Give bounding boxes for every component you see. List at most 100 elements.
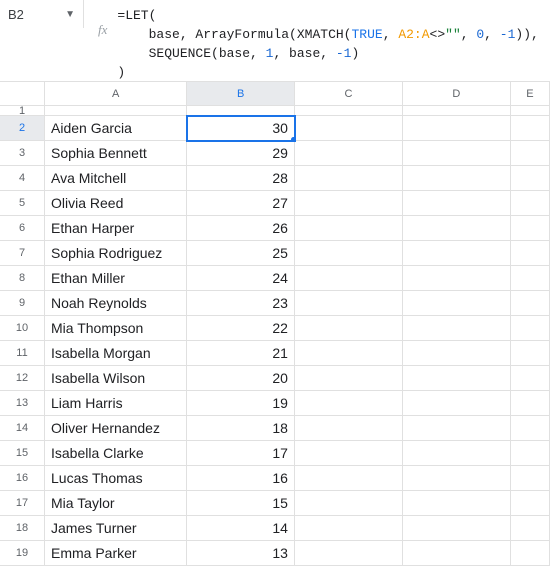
fill-handle[interactable] bbox=[290, 136, 295, 141]
cell[interactable] bbox=[403, 391, 511, 416]
cell[interactable]: 22 bbox=[187, 316, 295, 341]
row-header[interactable]: 13 bbox=[0, 391, 45, 416]
row-header[interactable]: 14 bbox=[0, 416, 45, 441]
cell[interactable] bbox=[295, 266, 403, 291]
col-header-E[interactable]: E bbox=[511, 82, 550, 105]
cell[interactable] bbox=[295, 366, 403, 391]
cell[interactable] bbox=[295, 116, 403, 141]
cell[interactable]: 21 bbox=[187, 341, 295, 366]
row-header[interactable]: 7 bbox=[0, 241, 45, 266]
cell[interactable] bbox=[511, 241, 550, 266]
cell[interactable]: Oliver Hernandez bbox=[45, 416, 187, 441]
cell[interactable]: 24 bbox=[187, 266, 295, 291]
cell[interactable]: Mia Thompson bbox=[45, 316, 187, 341]
cell[interactable] bbox=[511, 366, 550, 391]
cell[interactable] bbox=[45, 106, 187, 116]
cell[interactable] bbox=[295, 141, 403, 166]
cell[interactable] bbox=[295, 241, 403, 266]
cell[interactable]: 13 bbox=[187, 541, 295, 566]
row-header[interactable]: 11 bbox=[0, 341, 45, 366]
active-cell[interactable]: 30 bbox=[187, 116, 295, 141]
cell[interactable] bbox=[511, 116, 550, 141]
cell[interactable]: Isabella Wilson bbox=[45, 366, 187, 391]
cell[interactable]: Isabella Clarke bbox=[45, 441, 187, 466]
cell[interactable]: Ava Mitchell bbox=[45, 166, 187, 191]
row-header[interactable]: 19 bbox=[0, 541, 45, 566]
cell[interactable] bbox=[403, 316, 511, 341]
cell[interactable] bbox=[511, 141, 550, 166]
cell[interactable] bbox=[511, 166, 550, 191]
cell[interactable] bbox=[403, 241, 511, 266]
cell[interactable] bbox=[403, 516, 511, 541]
cell[interactable]: Ethan Harper bbox=[45, 216, 187, 241]
cell[interactable] bbox=[403, 416, 511, 441]
cell[interactable] bbox=[403, 541, 511, 566]
cell[interactable] bbox=[295, 416, 403, 441]
cell[interactable]: Noah Reynolds bbox=[45, 291, 187, 316]
col-header-A[interactable]: A bbox=[45, 82, 187, 105]
row-header[interactable]: 2 bbox=[0, 116, 45, 141]
cell[interactable] bbox=[403, 166, 511, 191]
row-header[interactable]: 3 bbox=[0, 141, 45, 166]
cell[interactable] bbox=[295, 541, 403, 566]
cell[interactable] bbox=[295, 491, 403, 516]
row-header[interactable]: 1 bbox=[0, 106, 45, 116]
cell[interactable]: Lucas Thomas bbox=[45, 466, 187, 491]
cell[interactable] bbox=[511, 316, 550, 341]
cell[interactable]: 18 bbox=[187, 416, 295, 441]
cell[interactable]: 14 bbox=[187, 516, 295, 541]
cell[interactable]: Liam Harris bbox=[45, 391, 187, 416]
cell[interactable]: Isabella Morgan bbox=[45, 341, 187, 366]
row-header[interactable]: 5 bbox=[0, 191, 45, 216]
cell[interactable]: 17 bbox=[187, 441, 295, 466]
cell[interactable]: 26 bbox=[187, 216, 295, 241]
row-header[interactable]: 18 bbox=[0, 516, 45, 541]
cell[interactable] bbox=[295, 191, 403, 216]
cell[interactable] bbox=[295, 441, 403, 466]
row-header[interactable]: 17 bbox=[0, 491, 45, 516]
row-header[interactable]: 15 bbox=[0, 441, 45, 466]
cell[interactable]: Ethan Miller bbox=[45, 266, 187, 291]
cell[interactable] bbox=[511, 541, 550, 566]
row-header[interactable]: 8 bbox=[0, 266, 45, 291]
cell[interactable] bbox=[403, 491, 511, 516]
cell[interactable] bbox=[295, 391, 403, 416]
row-header[interactable]: 12 bbox=[0, 366, 45, 391]
cell[interactable] bbox=[403, 266, 511, 291]
cell[interactable]: 27 bbox=[187, 191, 295, 216]
cell[interactable]: James Turner bbox=[45, 516, 187, 541]
cell[interactable]: Sophia Rodriguez bbox=[45, 241, 187, 266]
name-box-dropdown-icon[interactable]: ▼ bbox=[65, 9, 75, 20]
cell[interactable] bbox=[403, 291, 511, 316]
row-header[interactable]: 16 bbox=[0, 466, 45, 491]
cell[interactable] bbox=[295, 106, 403, 116]
name-box[interactable]: B2 ▼ bbox=[0, 0, 84, 28]
cell[interactable] bbox=[295, 316, 403, 341]
cell[interactable] bbox=[403, 341, 511, 366]
cell[interactable]: Emma Parker bbox=[45, 541, 187, 566]
formula-input[interactable]: =LET( base, ArrayFormula(XMATCH(TRUE, A2… bbox=[117, 4, 538, 82]
cell[interactable]: 19 bbox=[187, 391, 295, 416]
cell[interactable]: Mia Taylor bbox=[45, 491, 187, 516]
cell[interactable] bbox=[295, 291, 403, 316]
cell[interactable] bbox=[511, 216, 550, 241]
cell[interactable] bbox=[511, 516, 550, 541]
cell[interactable] bbox=[403, 116, 511, 141]
cell[interactable] bbox=[403, 106, 511, 116]
cell[interactable] bbox=[511, 466, 550, 491]
cell[interactable] bbox=[187, 106, 295, 116]
cell[interactable] bbox=[295, 216, 403, 241]
col-header-D[interactable]: D bbox=[403, 82, 511, 105]
row-header[interactable]: 4 bbox=[0, 166, 45, 191]
cell[interactable] bbox=[511, 416, 550, 441]
cell[interactable]: 28 bbox=[187, 166, 295, 191]
row-header[interactable]: 6 bbox=[0, 216, 45, 241]
cell[interactable] bbox=[511, 291, 550, 316]
cell[interactable] bbox=[295, 516, 403, 541]
cell[interactable]: 16 bbox=[187, 466, 295, 491]
cell[interactable] bbox=[295, 166, 403, 191]
col-header-B[interactable]: B bbox=[187, 82, 295, 105]
cell[interactable]: Olivia Reed bbox=[45, 191, 187, 216]
cell[interactable]: 20 bbox=[187, 366, 295, 391]
cell[interactable]: 23 bbox=[187, 291, 295, 316]
